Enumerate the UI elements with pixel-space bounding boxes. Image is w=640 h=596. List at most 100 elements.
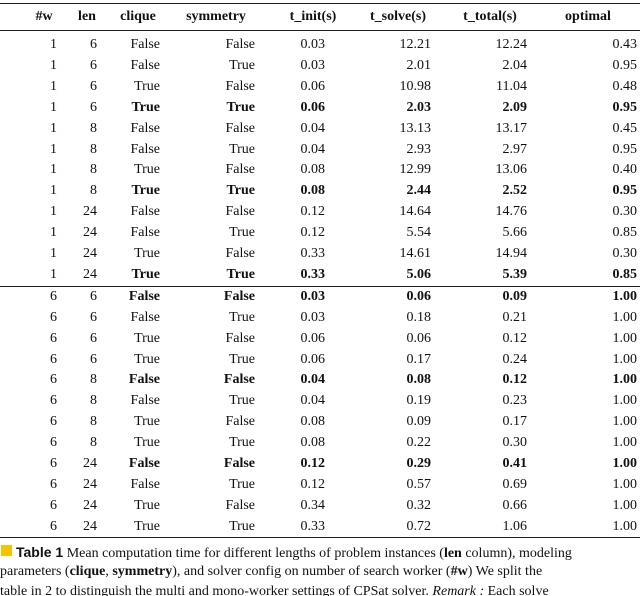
- caption-text: ) We split the: [467, 564, 543, 579]
- bottom-rule: [0, 537, 640, 539]
- table-cell: 0.08: [406, 372, 432, 388]
- table-cell: 1.06: [502, 518, 528, 534]
- table-cell: 0.69: [502, 476, 528, 492]
- table-cell: 0.95: [612, 183, 638, 199]
- table-cell: 1.00: [612, 393, 638, 409]
- table-cell: 0.45: [612, 120, 638, 136]
- table-cell: 0.08: [300, 183, 326, 199]
- table-cell: 2.03: [406, 99, 432, 115]
- table-cell: 1.00: [612, 330, 638, 346]
- column-header: t_solve(s): [370, 9, 426, 24]
- table-cell: 5.39: [502, 266, 528, 282]
- table-cell: 0.06: [300, 78, 326, 94]
- table-cell: 6: [90, 37, 97, 52]
- table-cell: 0.18: [406, 309, 432, 325]
- table-cell: 0.12: [300, 225, 326, 241]
- caption-text: symmetry: [112, 564, 173, 579]
- table-cell: 2.01: [406, 57, 432, 73]
- table-cell: 8: [90, 372, 97, 388]
- table-cell: 6: [50, 288, 57, 304]
- table-cell: 2.09: [502, 99, 528, 115]
- table-cell: 1: [50, 99, 57, 115]
- table-cell: 6: [50, 476, 57, 492]
- table-cell: 24: [83, 518, 97, 534]
- column-header: optimal: [565, 9, 611, 24]
- caption-text: table in 2 to distinguish the multi and …: [0, 584, 433, 596]
- table-cell: False: [223, 456, 255, 471]
- table-cell: 1: [50, 266, 57, 282]
- table-cell: 1.00: [612, 476, 638, 492]
- group-rule: [0, 286, 640, 287]
- caption-line: table in 2 to distinguish the multi and …: [0, 582, 640, 596]
- table-cell: 6: [50, 456, 57, 471]
- table-cell: 0.95: [612, 99, 638, 115]
- column-header: #w: [35, 9, 53, 24]
- table-cell: True: [134, 162, 160, 178]
- caption-text: len: [443, 546, 462, 561]
- table-cell: 0.12: [300, 476, 326, 492]
- table-cell: True: [229, 309, 255, 325]
- table-cell: 0.29: [406, 456, 432, 471]
- table-cell: 6: [50, 435, 57, 451]
- header-rule: [0, 30, 640, 31]
- table-cell: True: [229, 393, 255, 409]
- table-cell: False: [225, 330, 255, 346]
- table-cell: 0.09: [406, 414, 432, 430]
- table-cell: 6: [50, 330, 57, 346]
- table-cell: 0.03: [300, 37, 326, 52]
- table-cell: 1.00: [612, 497, 638, 513]
- table-cell: 8: [90, 141, 97, 157]
- caption-text: clique: [69, 564, 106, 579]
- table-cell: True: [134, 78, 160, 94]
- table-cell: 0.33: [300, 518, 326, 534]
- table-cell: 6: [50, 414, 57, 430]
- table-cell: 0.12: [300, 456, 326, 471]
- table-cell: 0.21: [502, 309, 528, 325]
- table-cell: 24: [83, 266, 97, 282]
- table-cell: 2.97: [502, 141, 528, 157]
- table-cell: True: [229, 225, 255, 241]
- table-cell: 0.30: [612, 204, 638, 220]
- table-cell: False: [128, 288, 160, 304]
- table-cell: 1.00: [612, 372, 638, 388]
- table-cell: 12.99: [399, 162, 432, 178]
- table-cell: 0.06: [300, 351, 326, 367]
- table-cell: 1.00: [612, 351, 638, 367]
- table-cell: 0.04: [300, 141, 326, 157]
- table-cell: 8: [90, 414, 97, 430]
- table-cell: 24: [83, 476, 97, 492]
- table-cell: 2.52: [502, 183, 528, 199]
- table-cell: False: [130, 476, 160, 492]
- table-cell: 1.00: [612, 288, 638, 304]
- table-cell: 1: [50, 57, 57, 73]
- table-cell: 5.66: [502, 225, 528, 241]
- table-cell: True: [229, 476, 255, 492]
- table-cell: 1: [50, 120, 57, 136]
- table-cell: 6: [90, 288, 97, 304]
- table-cell: 6: [90, 57, 97, 73]
- table-cell: True: [131, 266, 160, 282]
- table-cell: 2.93: [406, 141, 432, 157]
- caption-marker: [1, 545, 12, 556]
- table-cell: False: [225, 204, 255, 220]
- table-cell: True: [131, 183, 160, 199]
- table-cell: 1.00: [612, 518, 638, 534]
- table-cell: 11.04: [496, 78, 527, 94]
- caption-line: parameters (clique, symmetry), and solve…: [0, 562, 640, 582]
- column-header: len: [78, 9, 96, 24]
- table-cell: 0.08: [300, 435, 326, 451]
- table-cell: False: [225, 246, 255, 261]
- table-cell: False: [130, 120, 160, 136]
- table-cell: 0.08: [300, 162, 326, 178]
- table-cell: 0.09: [502, 288, 528, 304]
- table-cell: 24: [83, 246, 97, 261]
- table-cell: False: [225, 120, 255, 136]
- table-cell: True: [134, 330, 160, 346]
- caption-line: Table 1 Mean computation time for differ…: [16, 542, 640, 564]
- table-cell: False: [128, 456, 160, 471]
- table-cell: 6: [50, 518, 57, 534]
- table-cell: 24: [83, 497, 97, 513]
- table-cell: 0.95: [612, 57, 638, 73]
- table-cell: 24: [83, 456, 97, 471]
- table-cell: 8: [90, 162, 97, 178]
